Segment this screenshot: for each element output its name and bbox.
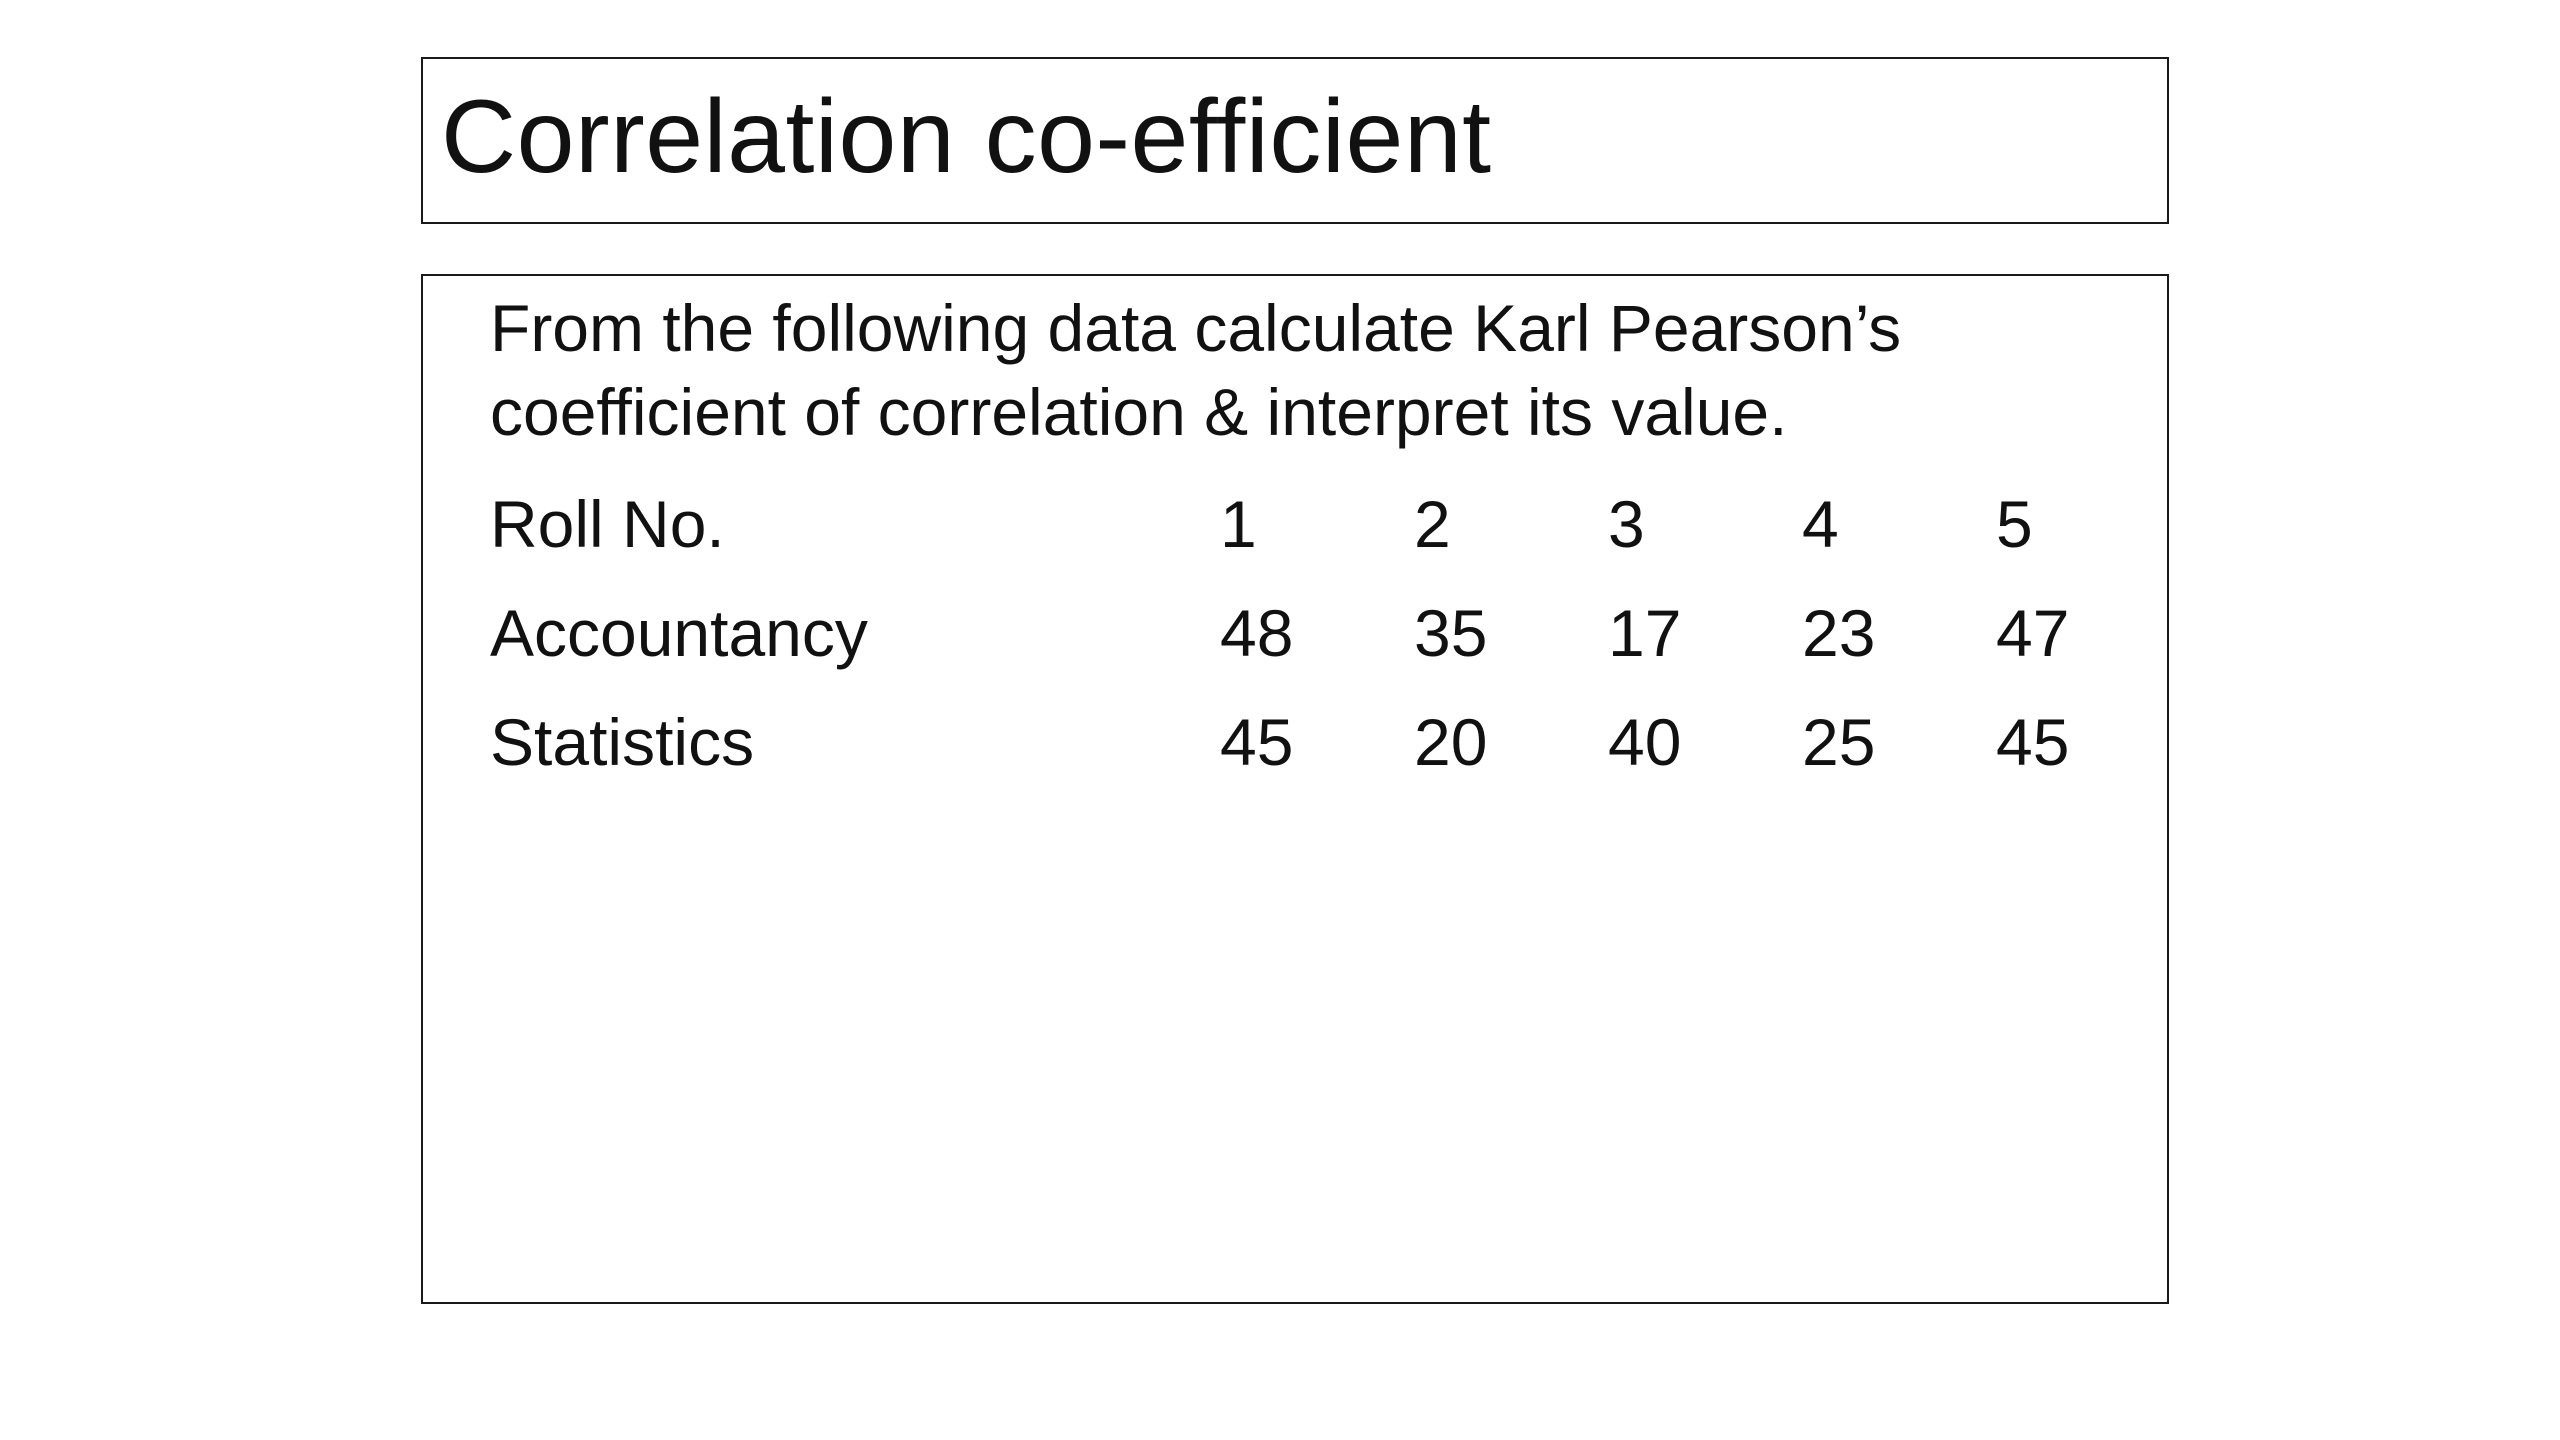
table-cell: 40 — [1608, 704, 1682, 779]
content-placeholder: From the following data calculate Karl P… — [421, 274, 2169, 1304]
table-cell: 45 — [1220, 704, 1294, 779]
table-cell: 1 — [1220, 486, 1257, 561]
table-cell: 48 — [1220, 595, 1294, 670]
table-cell: 17 — [1608, 595, 1682, 670]
table-cell: 25 — [1802, 704, 1876, 779]
row-label: Statistics — [490, 704, 755, 779]
table-row-statistics: Statistics 45 20 40 25 45 — [490, 687, 2069, 796]
table-row-accountancy: Accountancy 48 35 17 23 47 — [490, 578, 2069, 687]
data-table: Roll No. 1 2 3 4 5 Accountancy 48 35 17 … — [490, 469, 2069, 796]
table-cell: 2 — [1414, 486, 1451, 561]
table-cell: 47 — [1996, 595, 2070, 670]
row-label: Roll No. — [490, 486, 725, 561]
title-placeholder: Correlation co-efficient — [421, 57, 2169, 224]
question-text: From the following data calculate Karl P… — [490, 291, 1902, 449]
table-cell: 45 — [1996, 704, 2070, 779]
table-cell: 3 — [1608, 486, 1645, 561]
table-cell: 23 — [1802, 595, 1876, 670]
table-cell: 20 — [1414, 704, 1488, 779]
table-cell: 35 — [1414, 595, 1488, 670]
slide-title: Correlation co-efficient — [441, 79, 1492, 195]
table-cell: 4 — [1802, 486, 1839, 561]
table-cell: 5 — [1996, 486, 2033, 561]
table-row-roll-no: Roll No. 1 2 3 4 5 — [490, 469, 2069, 578]
row-label: Accountancy — [490, 595, 868, 670]
